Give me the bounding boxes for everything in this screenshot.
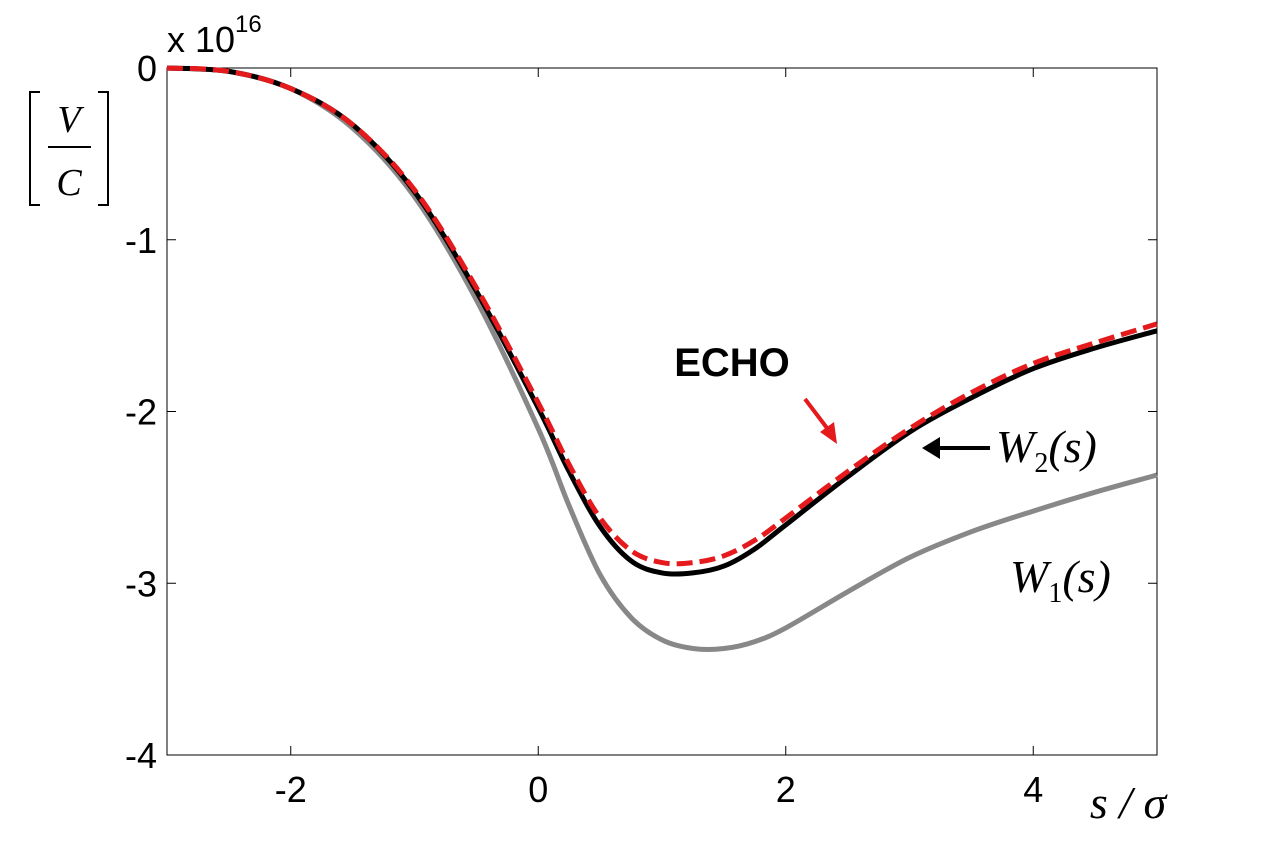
y-multiplier: x 1016 (167, 11, 262, 60)
y-tick-label: -1 (125, 220, 157, 261)
series-line-1 (166, 65, 1158, 652)
w1-label: W1(s) (1010, 551, 1111, 609)
series-layer (166, 65, 1158, 652)
x-tick-labels: -2 0 2 4 (275, 769, 1044, 810)
plot-area (166, 65, 1158, 756)
x-tick-label: 4 (1023, 769, 1043, 810)
y-multiplier-base: x 10 (167, 19, 235, 60)
x-tick-label: -2 (275, 769, 307, 810)
x-tick-label: 2 (776, 769, 796, 810)
x-tick-label: 0 (528, 769, 548, 810)
series-line-3 (166, 65, 1158, 567)
y-tick-label: 0 (137, 48, 157, 89)
y-multiplier-exponent: 16 (235, 11, 262, 38)
y-tick-label: -4 (125, 735, 157, 776)
w2-annotation-arrow (922, 437, 990, 459)
axis-ticks (167, 67, 1157, 756)
y-tick-labels: 0 -1 -2 -3 -4 (125, 48, 157, 776)
axes-box (166, 67, 1158, 756)
y-label-left-bracket (29, 91, 40, 206)
echo-annotation-label: ECHO (674, 341, 790, 385)
y-label-numerator: V (57, 99, 84, 141)
echo-annotation-arrow (803, 397, 837, 444)
y-tick-label: -2 (125, 392, 157, 433)
y-label-right-bracket (98, 91, 109, 206)
y-tick-label: -3 (125, 563, 157, 604)
y-axis-label: V C (29, 91, 109, 206)
series-line-2 (166, 65, 1158, 577)
w2-label: W2(s) (996, 421, 1097, 479)
y-label-denominator: C (56, 162, 82, 204)
x-axis-label: s / σ (1090, 777, 1169, 828)
